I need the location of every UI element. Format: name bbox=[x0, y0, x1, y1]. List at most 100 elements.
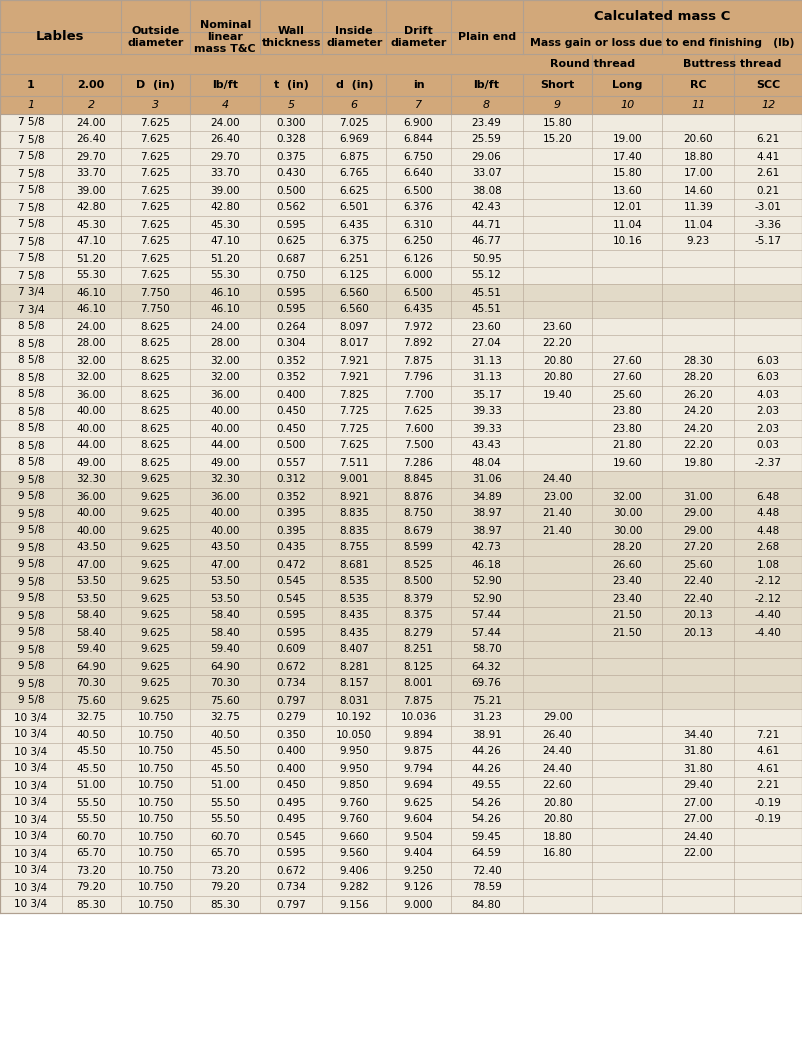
Text: RC: RC bbox=[690, 80, 707, 90]
Text: 6.21: 6.21 bbox=[756, 134, 780, 145]
Bar bbox=[0, 675, 802, 692]
Text: 8.375: 8.375 bbox=[403, 611, 433, 621]
Text: 42.43: 42.43 bbox=[472, 202, 501, 213]
Text: 49.00: 49.00 bbox=[210, 457, 240, 468]
Text: 0.557: 0.557 bbox=[277, 457, 306, 468]
Text: 24.20: 24.20 bbox=[683, 407, 713, 416]
Text: 6.375: 6.375 bbox=[339, 236, 369, 247]
Text: 1: 1 bbox=[27, 100, 34, 110]
Text: 32.30: 32.30 bbox=[210, 474, 240, 485]
Text: Inside
diameter: Inside diameter bbox=[326, 26, 383, 48]
Bar bbox=[0, 811, 802, 828]
Text: 21.50: 21.50 bbox=[613, 611, 642, 621]
Bar bbox=[0, 454, 802, 471]
Text: 0.450: 0.450 bbox=[277, 407, 306, 416]
Text: 8: 8 bbox=[483, 100, 490, 110]
Text: 36.00: 36.00 bbox=[210, 389, 240, 400]
Text: 8.125: 8.125 bbox=[403, 662, 433, 671]
Text: 2.03: 2.03 bbox=[756, 407, 780, 416]
Text: 9.156: 9.156 bbox=[339, 899, 369, 909]
Text: 9.404: 9.404 bbox=[403, 849, 433, 858]
Text: 45.30: 45.30 bbox=[76, 219, 106, 230]
Text: 57.44: 57.44 bbox=[472, 627, 501, 638]
Text: 0.625: 0.625 bbox=[277, 236, 306, 247]
Text: 40.00: 40.00 bbox=[76, 509, 106, 518]
Text: 64.32: 64.32 bbox=[472, 662, 501, 671]
Text: 9.950: 9.950 bbox=[339, 747, 369, 756]
Text: 17.00: 17.00 bbox=[683, 169, 713, 178]
Text: 46.10: 46.10 bbox=[76, 304, 106, 315]
Text: 59.45: 59.45 bbox=[472, 832, 501, 841]
Text: 24.40: 24.40 bbox=[683, 832, 713, 841]
Text: 70.30: 70.30 bbox=[210, 679, 240, 688]
Bar bbox=[0, 488, 802, 505]
Text: 9 5/8: 9 5/8 bbox=[18, 644, 44, 655]
Text: 32.75: 32.75 bbox=[210, 712, 241, 723]
Text: 9 5/8: 9 5/8 bbox=[18, 474, 44, 485]
Text: 11.04: 11.04 bbox=[613, 219, 642, 230]
Text: 9 5/8: 9 5/8 bbox=[18, 577, 44, 586]
Text: 8.097: 8.097 bbox=[339, 321, 369, 331]
Text: 10 3/4: 10 3/4 bbox=[14, 899, 47, 909]
Text: 40.00: 40.00 bbox=[76, 526, 106, 535]
Text: 8 5/8: 8 5/8 bbox=[18, 356, 44, 365]
Text: -2.12: -2.12 bbox=[755, 577, 782, 586]
Bar bbox=[0, 250, 802, 267]
Text: 85.30: 85.30 bbox=[210, 899, 240, 909]
Text: 7.700: 7.700 bbox=[403, 389, 433, 400]
Text: 24.40: 24.40 bbox=[543, 764, 573, 773]
Text: 27.00: 27.00 bbox=[683, 797, 713, 808]
Text: 0.562: 0.562 bbox=[277, 202, 306, 213]
Text: 10.750: 10.750 bbox=[137, 712, 173, 723]
Text: 10.750: 10.750 bbox=[137, 814, 173, 825]
Text: 6.03: 6.03 bbox=[756, 372, 780, 383]
Text: 7.875: 7.875 bbox=[403, 695, 433, 706]
Text: 8.251: 8.251 bbox=[403, 644, 433, 655]
Text: 31.23: 31.23 bbox=[472, 712, 501, 723]
Text: 7 5/8: 7 5/8 bbox=[18, 151, 44, 162]
Text: 22.40: 22.40 bbox=[683, 594, 713, 603]
Text: 26.40: 26.40 bbox=[76, 134, 106, 145]
Text: 8.755: 8.755 bbox=[339, 542, 369, 553]
Bar bbox=[260, 0, 322, 74]
Text: 4.03: 4.03 bbox=[756, 389, 780, 400]
Text: 38.97: 38.97 bbox=[472, 509, 501, 518]
Bar bbox=[0, 0, 120, 74]
Text: 45.50: 45.50 bbox=[76, 747, 106, 756]
Text: 0.21: 0.21 bbox=[756, 186, 780, 195]
Text: 8.625: 8.625 bbox=[140, 372, 170, 383]
Text: 0.595: 0.595 bbox=[277, 287, 306, 298]
Text: 9 5/8: 9 5/8 bbox=[18, 492, 44, 501]
Text: 40.50: 40.50 bbox=[210, 729, 240, 740]
Text: 7 5/8: 7 5/8 bbox=[18, 236, 44, 247]
Text: 0.328: 0.328 bbox=[277, 134, 306, 145]
Text: 10.750: 10.750 bbox=[137, 832, 173, 841]
Text: 45.50: 45.50 bbox=[210, 747, 240, 756]
Text: 19.40: 19.40 bbox=[543, 389, 573, 400]
Text: 0.435: 0.435 bbox=[277, 542, 306, 553]
Text: 33.70: 33.70 bbox=[76, 169, 106, 178]
Text: 7.625: 7.625 bbox=[339, 441, 369, 450]
Text: 15.20: 15.20 bbox=[543, 134, 573, 145]
Text: 8.625: 8.625 bbox=[140, 389, 170, 400]
Text: 15.80: 15.80 bbox=[613, 169, 642, 178]
Text: 11.04: 11.04 bbox=[683, 219, 713, 230]
Text: 9.625: 9.625 bbox=[140, 662, 170, 671]
Text: -2.37: -2.37 bbox=[755, 457, 782, 468]
Text: 7.750: 7.750 bbox=[140, 304, 170, 315]
Text: 0.472: 0.472 bbox=[277, 559, 306, 570]
Text: 29.70: 29.70 bbox=[210, 151, 240, 162]
Text: 27.04: 27.04 bbox=[472, 339, 501, 348]
Bar bbox=[0, 420, 802, 437]
Text: 31.13: 31.13 bbox=[472, 372, 501, 383]
Text: 9.250: 9.250 bbox=[403, 865, 433, 876]
Bar bbox=[0, 165, 802, 181]
Text: -4.40: -4.40 bbox=[755, 611, 782, 621]
Text: 0.495: 0.495 bbox=[277, 797, 306, 808]
Text: Calculated mass C: Calculated mass C bbox=[594, 9, 731, 22]
Text: 7.725: 7.725 bbox=[339, 407, 369, 416]
Text: 10.750: 10.750 bbox=[137, 849, 173, 858]
Text: 40.00: 40.00 bbox=[211, 424, 240, 433]
Text: 8.625: 8.625 bbox=[140, 407, 170, 416]
Text: 0.797: 0.797 bbox=[277, 695, 306, 706]
